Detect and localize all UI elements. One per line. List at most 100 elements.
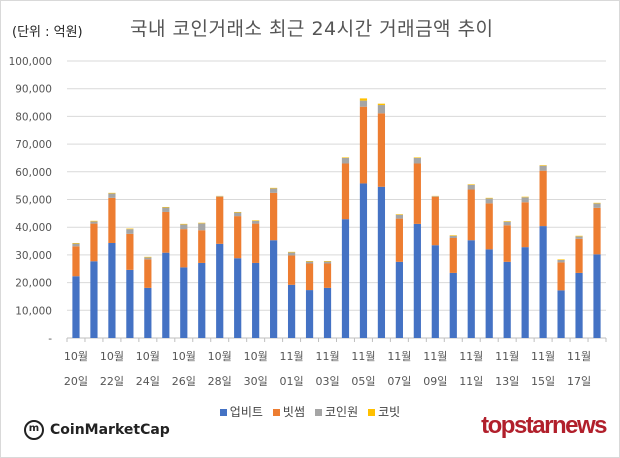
- bar-bithumb: [359, 106, 368, 184]
- bar-upbit: [180, 267, 188, 338]
- legend-swatch: [219, 409, 227, 416]
- bar-upbit: [126, 269, 134, 338]
- bar-upbit: [72, 276, 80, 338]
- bar-coinone: [252, 220, 260, 224]
- bar-upbit: [395, 261, 403, 338]
- bar-upbit: [90, 261, 98, 338]
- x-tick-label: 07일: [387, 374, 411, 388]
- y-tick-label: 50,000: [15, 195, 52, 207]
- legend-swatch: [368, 409, 376, 416]
- coinmarketcap-text: CoinMarketCap: [50, 422, 170, 438]
- x-tick-label: 11월: [495, 350, 519, 363]
- bar-bithumb: [126, 233, 134, 270]
- x-tick-label: 30일: [244, 374, 268, 388]
- x-tick-label: 13일: [495, 374, 519, 388]
- bar-coinone: [413, 157, 421, 164]
- bar-coinone: [108, 193, 116, 198]
- x-tick-label: 17일: [567, 374, 591, 388]
- bar-coinone: [180, 224, 188, 230]
- unit-label: (단위 : 억원): [12, 25, 83, 40]
- x-tick-label: 11월: [315, 350, 339, 363]
- bar-coinone: [449, 235, 457, 239]
- y-tick-label: 60,000: [15, 167, 52, 179]
- bar-bithumb: [341, 163, 350, 220]
- bar-coinone: [126, 229, 134, 234]
- x-tick-label: 24일: [136, 374, 160, 388]
- bar-coinone: [575, 236, 583, 239]
- bar-bithumb: [90, 223, 98, 262]
- bar-upbit: [377, 186, 386, 338]
- bar-korbit: [539, 165, 547, 166]
- legend-swatch: [272, 409, 280, 416]
- bar-bithumb: [521, 202, 529, 248]
- x-tick-label: 10월: [100, 350, 124, 363]
- bar-korbit: [287, 251, 296, 253]
- bar-korbit: [341, 157, 350, 158]
- bar-coinone: [90, 221, 98, 224]
- coinmarketcap-logo: m CoinMarketCap: [24, 420, 170, 440]
- bar-coinone: [395, 214, 403, 219]
- bar-korbit: [72, 242, 80, 244]
- bar-korbit: [90, 220, 98, 222]
- y-tick-label: 100,000: [9, 56, 52, 68]
- y-tick-label: 20,000: [15, 278, 52, 290]
- bar-bithumb: [539, 170, 547, 227]
- bar-upbit: [198, 262, 206, 338]
- x-tick-label: 28일: [208, 374, 232, 388]
- x-tick-label: 09일: [423, 374, 447, 388]
- y-tick-label: 40,000: [15, 222, 52, 234]
- x-tick-label: 20일: [64, 374, 88, 388]
- bar-coinone: [557, 259, 565, 263]
- bar-coinone: [144, 257, 152, 260]
- bar-coinone: [503, 221, 511, 226]
- x-tick-label: 01일: [280, 374, 304, 388]
- bar-coinone: [539, 165, 547, 171]
- x-tick-label: 03일: [315, 374, 339, 388]
- bar-upbit: [467, 240, 475, 338]
- legend-item: 업비트: [219, 405, 263, 419]
- bar-korbit: [377, 103, 386, 106]
- x-tick-label: 10월: [136, 350, 160, 363]
- bar-upbit: [323, 287, 332, 338]
- bar-upbit: [341, 219, 350, 338]
- legend-item: 코빗: [368, 405, 400, 419]
- bar-bithumb: [180, 229, 188, 268]
- bar-bithumb: [162, 211, 170, 253]
- bar-bithumb: [252, 223, 260, 263]
- topstarnews-logo: topstarnews: [481, 412, 607, 439]
- legend-item: 코인원: [315, 405, 358, 419]
- bar-korbit: [144, 256, 152, 258]
- bar-bithumb: [593, 207, 601, 255]
- bar-upbit: [593, 254, 601, 338]
- x-tick-label: 22일: [100, 374, 124, 388]
- coinmarketcap-icon: m: [24, 420, 44, 440]
- x-tick-label: 10월: [244, 350, 268, 363]
- bar-coinone: [287, 252, 296, 256]
- bar-korbit: [108, 192, 116, 194]
- bar-korbit: [162, 206, 170, 208]
- y-tick-label: 30,000: [15, 250, 52, 262]
- bar-bithumb: [287, 255, 296, 285]
- bar-korbit: [593, 202, 601, 204]
- bar-coinone: [323, 261, 332, 264]
- legend-label: 코인원: [325, 405, 359, 419]
- bar-upbit: [305, 290, 314, 338]
- legend-label: 업비트: [229, 405, 263, 419]
- bar-upbit: [485, 249, 493, 338]
- bar-upbit: [557, 290, 565, 338]
- x-tick-label: 11월: [459, 350, 483, 363]
- bar-upbit: [575, 272, 583, 338]
- legend-label: 코빗: [378, 405, 401, 419]
- x-tick-label: 05일: [351, 374, 375, 388]
- legend-swatch: [315, 409, 322, 416]
- bar-bithumb: [144, 259, 152, 288]
- bar-korbit: [305, 260, 314, 262]
- bar-upbit: [108, 242, 116, 338]
- bar-bithumb: [431, 196, 439, 246]
- x-tick-label: 11월: [351, 350, 375, 363]
- bar-bithumb: [503, 225, 511, 262]
- bar-bithumb: [485, 203, 493, 250]
- x-tick-label: 10월: [208, 350, 232, 363]
- bar-bithumb: [216, 196, 224, 244]
- bar-upbit: [521, 247, 529, 338]
